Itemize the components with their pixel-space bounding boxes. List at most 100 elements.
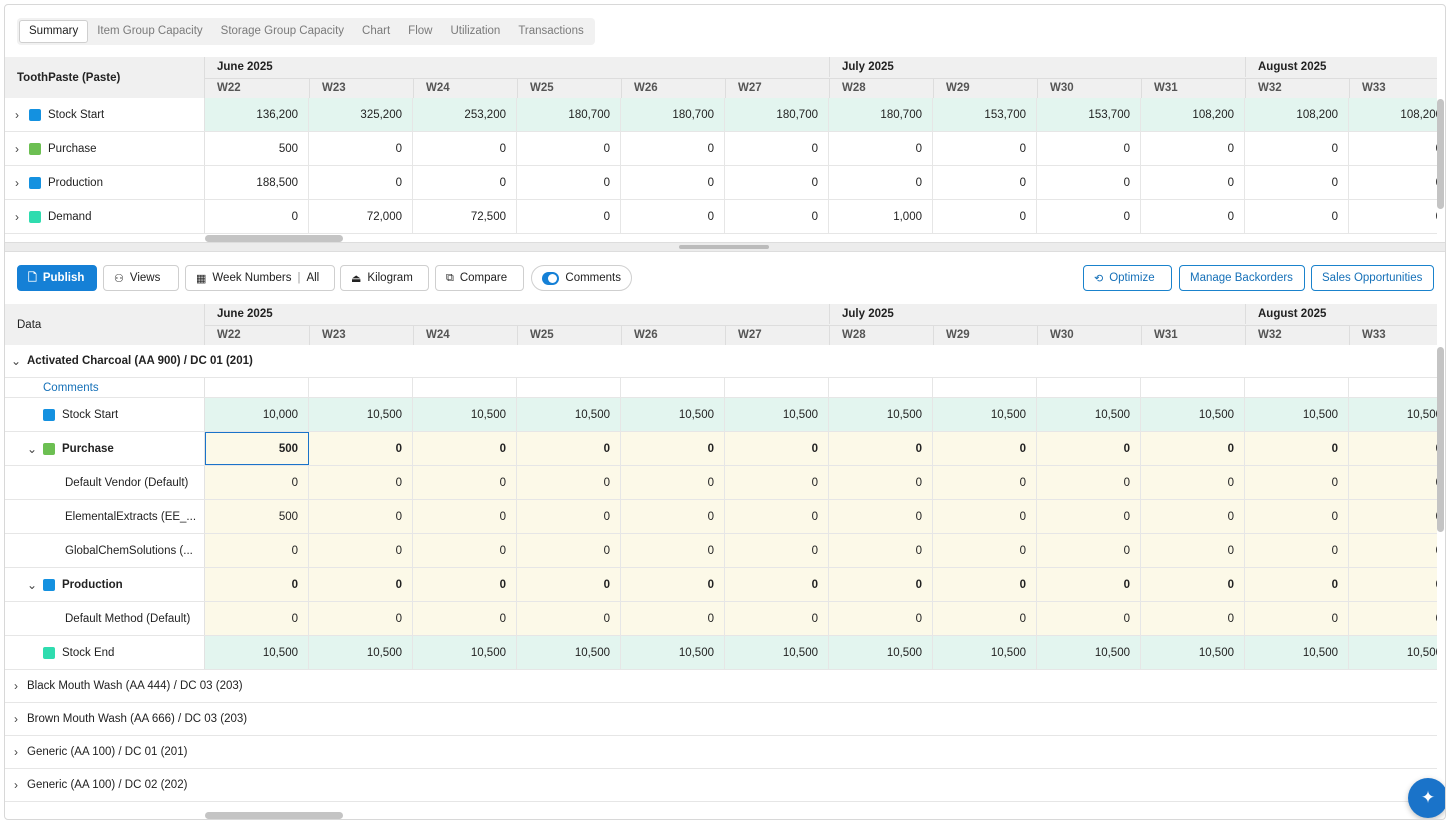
- chevron-down-icon[interactable]: ⌄: [10, 354, 22, 368]
- value-cell[interactable]: 0: [517, 568, 621, 601]
- tab-summary[interactable]: Summary: [19, 20, 89, 43]
- value-cell[interactable]: 72,500: [413, 200, 517, 233]
- value-cell[interactable]: 0: [1245, 500, 1349, 533]
- tab-storage-group-capacity[interactable]: Storage Group Capacity: [220, 25, 345, 37]
- value-cell[interactable]: 10,500: [1037, 636, 1141, 669]
- value-cell[interactable]: 0: [933, 432, 1037, 465]
- value-cell[interactable]: 0: [621, 534, 725, 567]
- value-cell[interactable]: 0: [621, 602, 725, 635]
- value-cell[interactable]: 0: [933, 500, 1037, 533]
- value-cell[interactable]: 253,200: [413, 98, 517, 131]
- value-cell[interactable]: 0: [725, 466, 829, 499]
- value-cell[interactable]: 153,700: [1037, 98, 1141, 131]
- value-cell[interactable]: 10,500: [829, 636, 933, 669]
- value-cell[interactable]: 500: [205, 432, 309, 465]
- value-cell[interactable]: 0: [1141, 568, 1245, 601]
- value-cell[interactable]: 188,500: [205, 166, 309, 199]
- comment-cell[interactable]: [309, 378, 413, 397]
- chevron-right-icon[interactable]: ›: [15, 141, 19, 156]
- value-cell[interactable]: 0: [1141, 200, 1245, 233]
- value-cell[interactable]: 180,700: [517, 98, 621, 131]
- value-cell[interactable]: 0: [725, 166, 829, 199]
- value-cell[interactable]: 0: [1141, 466, 1245, 499]
- publish-button[interactable]: 🗋 Publish: [17, 265, 97, 291]
- comment-cell[interactable]: [621, 378, 725, 397]
- comment-cell[interactable]: [517, 378, 621, 397]
- value-cell[interactable]: 0: [933, 534, 1037, 567]
- value-cell[interactable]: 0: [621, 466, 725, 499]
- value-cell[interactable]: 108,200: [1245, 98, 1349, 131]
- value-cell[interactable]: 10,500: [725, 398, 829, 431]
- data-horizontal-scrollbar[interactable]: [205, 812, 343, 819]
- value-cell[interactable]: 0: [725, 132, 829, 165]
- value-cell[interactable]: 0: [933, 132, 1037, 165]
- value-cell[interactable]: 0: [1349, 466, 1437, 499]
- value-cell[interactable]: 10,500: [517, 398, 621, 431]
- value-cell[interactable]: 0: [1245, 200, 1349, 233]
- value-cell[interactable]: 0: [1349, 500, 1437, 533]
- value-cell[interactable]: 10,500: [933, 636, 1037, 669]
- value-cell[interactable]: 0: [1245, 466, 1349, 499]
- value-cell[interactable]: 0: [1037, 200, 1141, 233]
- value-cell[interactable]: 0: [205, 534, 309, 567]
- summary-vertical-scrollbar[interactable]: [1437, 99, 1444, 209]
- value-cell[interactable]: 0: [1141, 432, 1245, 465]
- comment-cell[interactable]: [829, 378, 933, 397]
- value-cell[interactable]: 10,500: [1141, 398, 1245, 431]
- value-cell[interactable]: 0: [829, 534, 933, 567]
- value-cell[interactable]: 10,500: [829, 398, 933, 431]
- value-cell[interactable]: 0: [205, 200, 309, 233]
- value-cell[interactable]: 0: [1349, 602, 1437, 635]
- tab-transactions[interactable]: Transactions: [518, 25, 584, 37]
- value-cell[interactable]: 0: [413, 534, 517, 567]
- value-cell[interactable]: 0: [1141, 132, 1245, 165]
- unit-button[interactable]: ⏏ Kilogram: [340, 265, 429, 291]
- value-cell[interactable]: 10,500: [309, 398, 413, 431]
- value-cell[interactable]: 0: [413, 166, 517, 199]
- value-cell[interactable]: 0: [829, 132, 933, 165]
- value-cell[interactable]: 10,000: [205, 398, 309, 431]
- value-cell[interactable]: 0: [725, 500, 829, 533]
- comment-cell[interactable]: [1141, 378, 1245, 397]
- comment-cell[interactable]: [725, 378, 829, 397]
- compare-button[interactable]: ⧉ Compare: [435, 265, 524, 291]
- value-cell[interactable]: 108,200: [1349, 98, 1437, 131]
- value-cell[interactable]: 325,200: [309, 98, 413, 131]
- value-cell[interactable]: 0: [829, 166, 933, 199]
- value-cell[interactable]: 0: [413, 500, 517, 533]
- value-cell[interactable]: 0: [621, 432, 725, 465]
- ai-assistant-button[interactable]: ✦: [1408, 778, 1445, 818]
- value-cell[interactable]: 0: [1037, 500, 1141, 533]
- value-cell[interactable]: 0: [309, 166, 413, 199]
- value-cell[interactable]: 10,500: [1245, 398, 1349, 431]
- value-cell[interactable]: 0: [517, 466, 621, 499]
- chevron-right-icon[interactable]: ›: [14, 778, 18, 792]
- value-cell[interactable]: 0: [309, 534, 413, 567]
- value-cell[interactable]: 0: [829, 500, 933, 533]
- value-cell[interactable]: 0: [1349, 534, 1437, 567]
- value-cell[interactable]: 153,700: [933, 98, 1037, 131]
- value-cell[interactable]: 0: [1037, 132, 1141, 165]
- value-cell[interactable]: 0: [1245, 602, 1349, 635]
- value-cell[interactable]: 0: [205, 602, 309, 635]
- value-cell[interactable]: 0: [933, 466, 1037, 499]
- value-cell[interactable]: 0: [1245, 432, 1349, 465]
- value-cell[interactable]: 0: [1037, 432, 1141, 465]
- value-cell[interactable]: 0: [829, 432, 933, 465]
- value-cell[interactable]: 10,500: [1245, 636, 1349, 669]
- tab-chart[interactable]: Chart: [362, 25, 391, 37]
- value-cell[interactable]: 0: [205, 568, 309, 601]
- value-cell[interactable]: 0: [829, 466, 933, 499]
- tab-utilization[interactable]: Utilization: [450, 25, 501, 37]
- value-cell[interactable]: 0: [933, 568, 1037, 601]
- value-cell[interactable]: 0: [621, 200, 725, 233]
- value-cell[interactable]: 0: [725, 432, 829, 465]
- value-cell[interactable]: 0: [413, 132, 517, 165]
- comments-link[interactable]: Comments: [5, 378, 205, 397]
- manage-backorders-button[interactable]: Manage Backorders: [1179, 265, 1305, 291]
- chevron-down-icon[interactable]: ⌄: [26, 577, 38, 592]
- comment-cell[interactable]: [413, 378, 517, 397]
- value-cell[interactable]: 0: [621, 568, 725, 601]
- value-cell[interactable]: 0: [517, 200, 621, 233]
- value-cell[interactable]: 0: [829, 602, 933, 635]
